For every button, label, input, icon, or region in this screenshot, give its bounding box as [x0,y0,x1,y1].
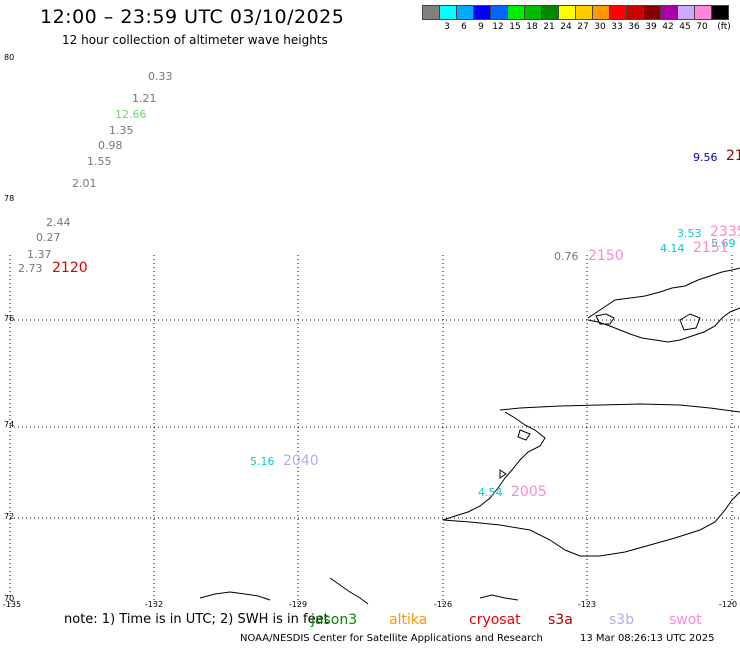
wave-height-value: 5.69 [711,237,736,250]
coastline [199,267,740,605]
credit-line: NOAA/NESDIS Center for Satellite Applica… [240,633,543,644]
wave-height-value: 2.01 [72,177,97,190]
wave-height-value: 4.54 [478,486,503,499]
map-title: 12:00 – 23:59 UTC 03/10/2025 [40,6,345,28]
lon-label: -126 [433,600,453,609]
wave-height-value: 4.14 [660,242,685,255]
colorbar-unit-label: (ft) [717,22,731,32]
lon-label: -135 [2,600,22,609]
colorbar-tick-label: 30 [594,22,606,32]
colorbar-tick-label: 12 [492,22,504,32]
generation-timestamp: 13 Mar 08:26:13 UTC 2025 [580,633,715,644]
pass-time-label: 2005 [511,484,547,500]
wave-height-value: 12.66 [115,108,147,121]
satellite-legend-s3b: s3b [609,612,635,628]
satellite-legend-jason3: jason3 [311,612,358,628]
footer-note: note: 1) Time is in UTC; 2) SWH is in fe… [64,612,329,627]
pass-time-label: 2335 [710,224,740,240]
wave-height-value: 0.76 [554,250,579,263]
colorbar-tick-label: 6 [461,22,467,32]
pass-time-label: 21 [726,148,740,164]
pass-time-label: 2150 [588,248,624,264]
wave-height-value: 1.55 [87,155,112,168]
wave-height-value: 1.21 [132,92,157,105]
lon-label: -120 [718,600,738,609]
colorbar-tick-label: 21 [543,22,555,32]
colorbar-tick-label: 24 [560,22,572,32]
map-subtitle: 12 hour collection of altimeter wave hei… [62,33,328,47]
pass-time-label: 2151 [693,240,729,256]
colorbar-tick-label: 33 [611,22,623,32]
satellite-legend-s3a: s3a [548,612,573,628]
pass-time-label: 2120 [52,260,88,276]
lat-label: 74 [4,420,15,429]
colorbar-tick-label: 9 [478,22,484,32]
wave-height-value: 1.37 [27,248,52,261]
colorbar-swatch [711,5,729,20]
wave-height-value: 5.16 [250,455,275,468]
colorbar-swatch [609,5,627,20]
colorbar-tick-label: 39 [645,22,657,32]
wave-height-value: 0.98 [98,139,123,152]
colorbar-tick-label: 18 [526,22,538,32]
colorbar-tick-label: 27 [577,22,589,32]
colorbar-swatch [456,5,474,20]
wave-height-value: 2.73 [18,262,43,275]
lon-label: -123 [577,600,597,609]
lat-label: 70 [4,594,15,603]
satellite-legend-swot: swot [669,612,702,628]
colorbar-tick-label: 36 [628,22,640,32]
lat-label: 76 [4,314,15,323]
colorbar-swatch [473,5,491,20]
wave-height-value: 2.44 [46,216,71,229]
colorbar-swatch [626,5,644,20]
lat-label: 78 [4,194,15,203]
colorbar-swatch [660,5,678,20]
colorbar-tick-label: 15 [509,22,521,32]
wave-height-value: 1.35 [109,124,134,137]
colorbar-swatch [524,5,542,20]
wave-height-value: 3.53 [677,227,702,240]
lat-label: 72 [4,512,15,521]
lon-label: -129 [288,600,308,609]
colorbar-swatch [558,5,576,20]
colorbar-swatch [694,5,712,20]
colorbar-swatch [677,5,695,20]
lon-label: -132 [144,600,164,609]
colorbar-swatch [643,5,661,20]
colorbar-swatch [541,5,559,20]
colorbar-tick-label: 3 [444,22,450,32]
wave-height-value: 0.27 [36,231,61,244]
colorbar-tick-label: 45 [679,22,691,32]
colorbar-swatch [575,5,593,20]
colorbar-tick-label: 70 [696,22,708,32]
colorbar-swatch [439,5,457,20]
pass-time-label: 2040 [283,453,319,469]
wave-height-value: 0.33 [148,70,173,83]
colorbar-swatch [422,5,440,20]
colorbar-swatch [490,5,508,20]
colorbar-swatch [507,5,525,20]
colorbar-swatch [592,5,610,20]
lat-label: 80 [4,53,15,62]
colorbar-tick-label: 42 [662,22,674,32]
satellite-legend-altika: altika [389,612,428,628]
graticule [9,255,740,605]
satellite-legend-cryosat: cryosat [469,612,521,628]
wave-height-value: 9.56 [693,151,718,164]
